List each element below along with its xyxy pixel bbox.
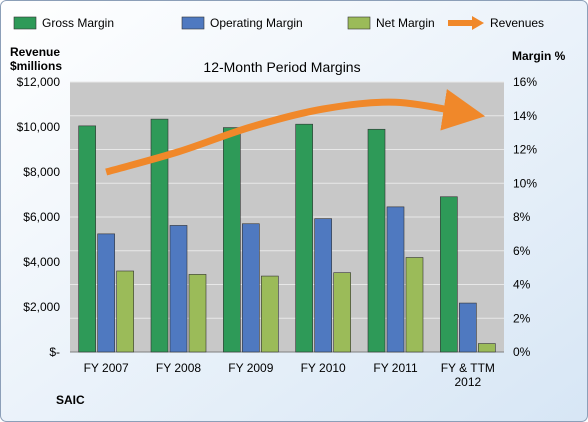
right-tick-label: 10%	[513, 176, 537, 190]
right-axis-ticks: 0% 2% 4% 6% 8% 10% 12% 14% 16%	[513, 75, 537, 359]
operating-margin-legend-swatch	[181, 16, 205, 30]
operating-margin-legend-label: Operating Margin	[210, 16, 303, 30]
right-tick-label: 8%	[513, 210, 531, 224]
net-margin-bar	[116, 270, 134, 353]
revenue-line-group	[105, 88, 486, 176]
x-tick-label: FY & TTM	[441, 361, 495, 375]
revenues-line	[105, 88, 486, 176]
gross-margin-bar	[295, 123, 313, 353]
right-tick-label: 6%	[513, 244, 531, 258]
left-axis-ticks: $- $2,000 $4,000 $6,000 $8,000 $10,000 $12,000	[17, 75, 61, 359]
left-tick-label: $6,000	[23, 210, 60, 224]
left-tick-label: $4,000	[23, 255, 60, 269]
x-axis-ticks: FY 2007 FY 2008 FY 2009 FY 2010 FY 2011 FY & …	[84, 361, 495, 389]
left-tick-label: $10,000	[17, 120, 61, 134]
right-tick-label: 16%	[513, 75, 537, 89]
left-tick-label: $12,000	[17, 75, 61, 89]
operating-margin-bar	[169, 225, 188, 353]
legend: Gross Margin Operating Margin Net Margin Re…	[13, 16, 544, 30]
left-tick-label: $-	[49, 345, 60, 359]
right-tick-label: 0%	[513, 345, 531, 359]
left-axis-label-line1: Revenue	[10, 45, 60, 59]
left-axis-label-line2: $millions	[10, 59, 62, 73]
gross-margin-legend-label: Gross Margin	[42, 16, 114, 30]
gross-margin-bar	[440, 196, 458, 353]
right-tick-label: 12%	[513, 143, 537, 157]
right-tick-label: 14%	[513, 109, 537, 123]
gross-margin-bar	[78, 125, 96, 353]
operating-margin-bar	[386, 206, 405, 353]
company-label: SAIC	[56, 393, 85, 407]
x-tick-label: 2012	[454, 375, 481, 389]
left-tick-label: $8,000	[23, 165, 60, 179]
x-tick-label: FY 2011	[373, 361, 418, 375]
gross-margin-bar	[367, 128, 386, 353]
operating-margin-bar	[459, 302, 477, 353]
left-tick-label: $2,000	[23, 300, 60, 314]
revenues-legend-arrow	[472, 16, 484, 30]
right-tick-label: 2%	[513, 311, 531, 325]
net-margin-bar	[188, 274, 207, 353]
chart-title: 12-Month Period Margins	[203, 59, 360, 75]
operating-margin-bar	[242, 223, 260, 353]
net-margin-legend-label: Net Margin	[376, 16, 435, 30]
operating-margin-bar	[314, 218, 332, 353]
gross-margin-bar	[223, 127, 241, 353]
x-tick-label: FY 2007	[84, 361, 129, 375]
net-margin-bar	[478, 343, 496, 353]
right-tick-label: 4%	[513, 278, 531, 292]
x-tick-label: FY 2010	[301, 361, 346, 375]
net-margin-bar	[405, 257, 424, 353]
net-margin-legend-swatch	[347, 16, 371, 30]
gross-margin-legend-swatch	[13, 16, 37, 30]
bars	[78, 118, 496, 353]
gross-margin-bar	[150, 118, 169, 353]
net-margin-bar	[333, 272, 351, 353]
revenues-legend-label: Revenues	[490, 16, 544, 30]
x-tick-label: FY 2009	[228, 361, 273, 375]
net-margin-bar	[261, 275, 279, 353]
right-axis-label: Margin %	[512, 49, 566, 63]
x-tick-label: FY 2008	[156, 361, 201, 375]
operating-margin-bar	[97, 233, 115, 353]
